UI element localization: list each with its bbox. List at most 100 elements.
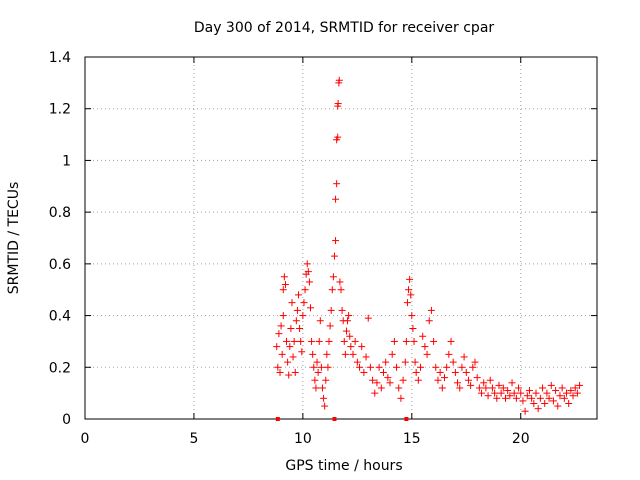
data-point: [284, 358, 292, 366]
data-point: [525, 387, 533, 395]
data-point: [296, 325, 304, 332]
grid: [85, 57, 597, 419]
data-point: [334, 133, 342, 141]
data-point: [330, 252, 338, 260]
data-point: [552, 387, 560, 395]
data-point: [379, 368, 387, 376]
data-point: [549, 397, 557, 405]
data-point: [332, 195, 340, 203]
data-point: [534, 405, 542, 413]
chart-title: Day 300 of 2014, SRMTID for receiver cpa…: [194, 20, 495, 36]
data-point: [290, 337, 298, 345]
data-point: [436, 368, 444, 376]
data-point: [407, 291, 415, 299]
data-point: [530, 399, 538, 407]
data-point: [408, 312, 416, 320]
data-point: [430, 337, 438, 345]
data-point: [306, 304, 314, 312]
data-point: [301, 286, 309, 294]
data-point: [291, 368, 299, 376]
x-tick-label: 10: [294, 431, 312, 447]
data-point: [576, 381, 584, 389]
data-point: [423, 350, 431, 358]
data-point: [469, 363, 477, 371]
data-point: [486, 376, 494, 384]
zero-markers: [275, 417, 409, 421]
data-point: [293, 306, 301, 314]
data-point: [322, 376, 330, 384]
y-tick-label: 0.6: [49, 257, 71, 273]
data-point: [395, 384, 403, 392]
data-point: [333, 180, 341, 188]
data-point: [309, 350, 317, 358]
data-point: [506, 392, 514, 400]
data-point: [286, 343, 294, 351]
data-point: [491, 389, 499, 397]
data-point: [449, 358, 457, 366]
data-point: [454, 379, 462, 387]
data-point: [276, 368, 284, 376]
data-point: [451, 368, 459, 376]
data-point: [467, 381, 475, 389]
y-tick-label: 0.8: [49, 205, 71, 221]
data-point: [318, 384, 326, 392]
data-point: [493, 394, 501, 402]
data-point: [410, 337, 418, 345]
data-point: [443, 363, 451, 371]
data-point: [346, 332, 354, 340]
data-point: [515, 384, 523, 392]
data-point: [287, 325, 295, 332]
data-point: [523, 392, 531, 400]
data-point: [488, 384, 496, 392]
data-point: [274, 363, 282, 371]
zero-marker: [275, 417, 280, 421]
data-point: [358, 343, 366, 351]
data-point: [421, 343, 429, 351]
data-point: [310, 363, 318, 371]
x-tick-label: 15: [403, 431, 421, 447]
data-point: [382, 358, 390, 366]
data-point: [409, 325, 417, 332]
data-point: [320, 394, 328, 402]
data-point: [288, 299, 296, 307]
data-point: [323, 350, 331, 358]
data-point: [273, 343, 281, 351]
data-point: [340, 337, 348, 345]
y-tick-label: 1.4: [49, 50, 71, 66]
data-point: [499, 384, 507, 392]
data-point: [342, 327, 350, 335]
data-point: [275, 330, 283, 338]
data-point: [345, 312, 353, 320]
data-point: [425, 317, 433, 325]
data-point: [295, 291, 303, 299]
data-point: [347, 343, 355, 351]
data-point: [316, 317, 324, 325]
data-point: [373, 379, 381, 387]
x-tick-label: 20: [512, 431, 530, 447]
data-point: [366, 363, 374, 371]
data-point: [397, 394, 405, 402]
data-point: [356, 363, 364, 371]
data-point: [327, 306, 335, 314]
data-point: [297, 337, 305, 345]
data-point: [351, 337, 359, 345]
data-point: [399, 376, 407, 384]
data-point: [299, 312, 307, 320]
data-point: [401, 358, 409, 366]
data-point: [279, 286, 287, 294]
data-point: [283, 337, 291, 345]
data-point: [460, 353, 468, 361]
data-point: [371, 389, 379, 397]
data-point: [334, 100, 342, 108]
data-point: [571, 384, 579, 392]
data-point: [313, 358, 321, 366]
data-point: [328, 286, 336, 294]
data-point: [484, 392, 492, 400]
data-point: [314, 368, 322, 376]
data-point: [332, 237, 340, 245]
data-point: [388, 350, 396, 358]
data-point: [462, 368, 470, 376]
data-point: [312, 384, 320, 392]
data-point: [360, 368, 368, 376]
y-tick-label: 0.2: [49, 360, 71, 376]
